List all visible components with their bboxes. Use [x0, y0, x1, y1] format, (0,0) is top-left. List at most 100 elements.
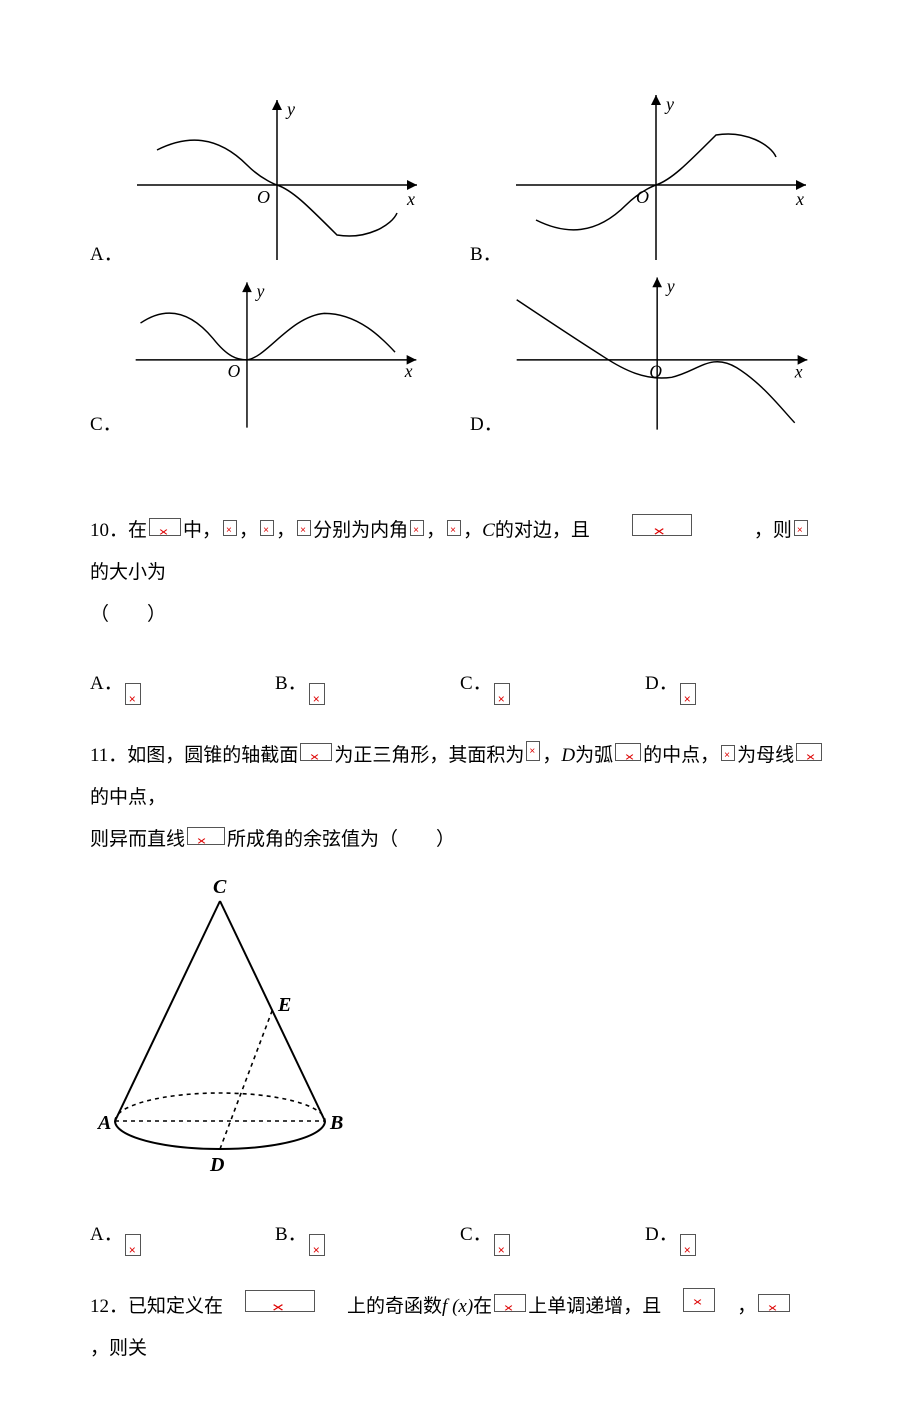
- broken-image-icon: [721, 745, 735, 761]
- q10-paren: （ ）: [90, 594, 830, 636]
- q11-option-A: A．: [90, 1214, 275, 1256]
- origin-label: O: [257, 187, 270, 207]
- q11-text: 为正三角形，其面积为: [334, 735, 524, 777]
- broken-image-icon: [680, 1234, 696, 1256]
- broken-image-icon: [794, 520, 808, 536]
- option-D-cell: D． y x O: [470, 270, 830, 440]
- broken-image-icon: [758, 1294, 790, 1312]
- axis-x-label: x: [793, 361, 802, 381]
- broken-image-icon: [187, 827, 225, 845]
- q11-text: 则异而直线: [90, 819, 185, 861]
- broken-image-icon: [632, 514, 692, 536]
- q10-text: ，: [239, 510, 258, 552]
- question-10: 10． 在 中， ， ， 分别为内角 ， ， C 的对边，且 ，则 的大小为 （…: [90, 510, 830, 705]
- option-A-cell: A． y x O: [90, 90, 450, 270]
- option-B-cell: B． y x O: [470, 90, 830, 270]
- graph-C: y x O: [126, 270, 426, 440]
- option-B-letter: B．: [470, 239, 506, 270]
- cone-label-A: A: [96, 1112, 111, 1134]
- q10-text: 的对边，且: [495, 510, 590, 552]
- q10-text: ，: [463, 510, 482, 552]
- q12-text: ，则关: [90, 1328, 147, 1370]
- axis-y-label: y: [665, 276, 675, 296]
- broken-image-icon: [494, 683, 510, 705]
- option-A-letter: A．: [90, 239, 127, 270]
- broken-image-icon: [615, 743, 641, 761]
- broken-image-icon: [149, 518, 181, 536]
- q10-text: 的大小为: [90, 552, 166, 594]
- cone-figure: A B C D E: [80, 871, 830, 1187]
- q10-text: 分别为内角: [313, 510, 408, 552]
- q10-text: ，: [276, 510, 295, 552]
- broken-image-icon: [125, 1234, 141, 1256]
- broken-image-icon: [494, 1294, 526, 1312]
- origin-label: O: [649, 361, 662, 381]
- option-C-cell: C． y x O: [90, 270, 450, 440]
- cone-svg: A B C D E: [80, 871, 370, 1171]
- axis-x-label: x: [795, 189, 804, 209]
- broken-image-icon: [526, 741, 540, 761]
- option-C-letter: C．: [90, 409, 126, 440]
- broken-image-icon: [410, 520, 424, 536]
- question-12: 12． 已知定义在 上的奇函数 f (x) 在 上单调递增，且 ， ，则关: [90, 1286, 830, 1370]
- question-11: 11． 如图，圆锥的轴截面 为正三角形，其面积为 ， D 为弧 的中点， 为母线…: [90, 735, 830, 1256]
- broken-image-icon: [297, 520, 311, 536]
- broken-image-icon: [796, 743, 822, 761]
- axis-x-label: x: [406, 189, 415, 209]
- q11-text: 为母线: [737, 735, 794, 777]
- q12-text: 在: [473, 1286, 492, 1328]
- q11-text: 的中点，: [643, 735, 719, 777]
- broken-image-icon: [260, 520, 274, 536]
- q10-number: 10．: [90, 510, 128, 552]
- q11-option-D: D．: [645, 1214, 830, 1256]
- q11-text: 所成角的余弦值为（ ）: [227, 819, 455, 861]
- q11-italic-D: D: [561, 735, 575, 777]
- broken-image-icon: [223, 520, 237, 536]
- q12-text: ，: [737, 1286, 756, 1328]
- cone-label-D: D: [209, 1154, 224, 1171]
- q10-options: A． B． C． D．: [90, 663, 830, 705]
- cone-label-B: B: [329, 1112, 343, 1134]
- axis-y-label: y: [664, 94, 674, 114]
- q10-option-A: A．: [90, 663, 275, 705]
- q12-text: 已知定义在: [128, 1286, 223, 1328]
- q12-text: 上单调递增，且: [528, 1286, 661, 1328]
- q10-text: ，则: [754, 510, 792, 552]
- broken-image-icon: [494, 1234, 510, 1256]
- q10-italic-C: C: [482, 510, 495, 552]
- option-D-letter: D．: [470, 409, 507, 440]
- origin-label: O: [636, 187, 649, 207]
- q12-text: 上的奇函数: [347, 1286, 442, 1328]
- q10-option-B: B．: [275, 663, 460, 705]
- cone-label-C: C: [213, 876, 227, 898]
- q11-number: 11．: [90, 735, 127, 777]
- axis-y-label: y: [285, 99, 295, 119]
- cone-label-E: E: [277, 994, 291, 1016]
- q10-option-C: C．: [460, 663, 645, 705]
- graph-A: y x O: [127, 90, 427, 270]
- graph-D: y x O: [507, 270, 817, 440]
- q10-text: 中，: [183, 510, 221, 552]
- q10-text: ，: [426, 510, 445, 552]
- broken-image-icon: [245, 1290, 315, 1312]
- broken-image-icon: [309, 1234, 325, 1256]
- q12-fx: f (x): [442, 1286, 473, 1328]
- origin-label: O: [227, 361, 240, 381]
- q11-options: A． B． C． D．: [90, 1214, 830, 1256]
- q11-text: 为弧: [575, 735, 613, 777]
- q10-option-D: D．: [645, 663, 830, 705]
- q11-text: 如图，圆锥的轴截面: [127, 735, 298, 777]
- broken-image-icon: [309, 683, 325, 705]
- broken-image-icon: [680, 683, 696, 705]
- q11-text: ，: [542, 735, 561, 777]
- graph-B: y x O: [506, 90, 816, 270]
- q11-text: 的中点，: [90, 777, 166, 819]
- axis-x-label: x: [403, 361, 412, 381]
- broken-image-icon: [125, 683, 141, 705]
- q11-option-B: B．: [275, 1214, 460, 1256]
- graph-options-grid: A． y x O B． y x O C．: [90, 90, 830, 440]
- q11-option-C: C．: [460, 1214, 645, 1256]
- broken-image-icon: [683, 1288, 715, 1312]
- axis-y-label: y: [254, 281, 264, 301]
- broken-image-icon: [300, 743, 332, 761]
